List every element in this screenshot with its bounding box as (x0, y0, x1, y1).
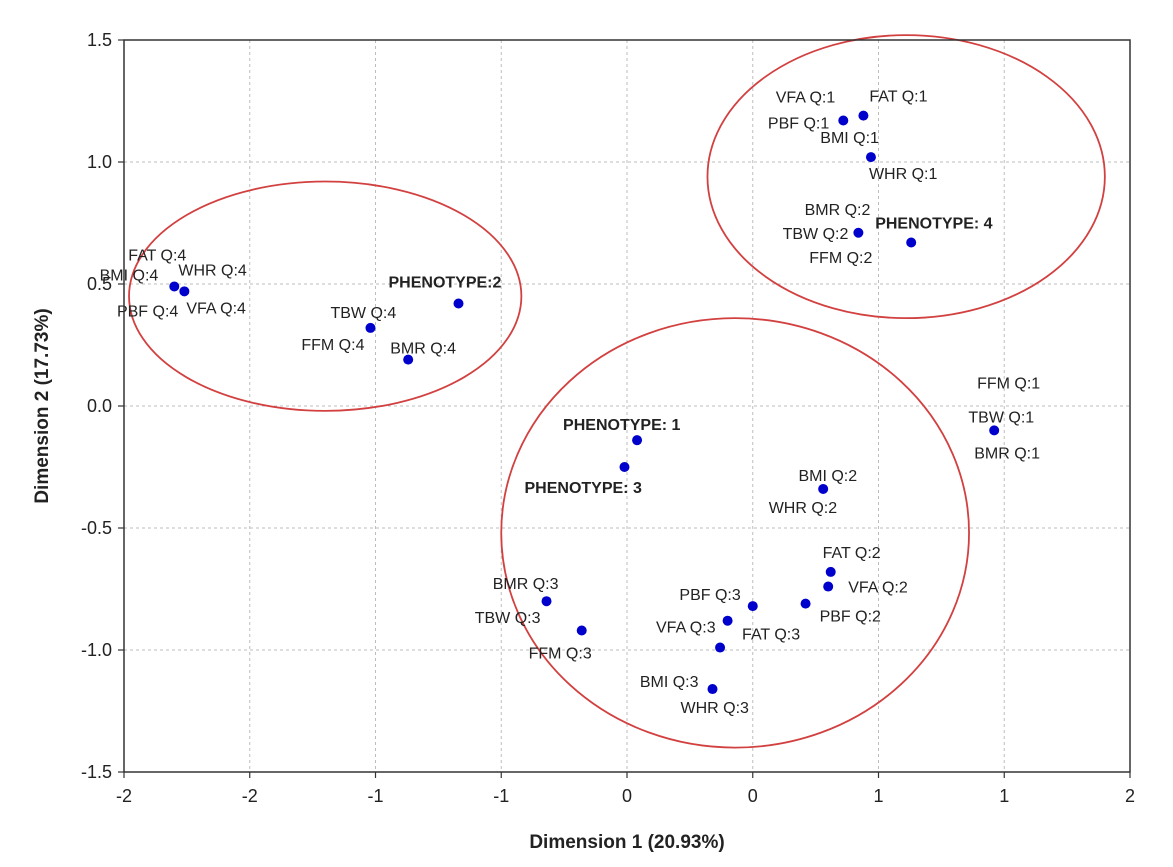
x-tick-label: 0 (748, 786, 758, 806)
data-point (853, 227, 864, 238)
point-label: PHENOTYPE: 3 (524, 480, 641, 497)
point-label: VFA Q:3 (656, 620, 716, 637)
data-point (169, 281, 180, 292)
point-label: PHENOTYPE: 1 (563, 417, 680, 434)
y-tick-label: 1.0 (87, 152, 112, 172)
point-label: BMR Q:2 (805, 202, 871, 219)
x-tick-label: -1 (367, 786, 383, 806)
point-label: PBF Q:3 (679, 587, 740, 604)
point-label: TBW Q:2 (783, 226, 849, 243)
point-label: BMI Q:1 (820, 130, 879, 147)
point-label: FAT Q:2 (823, 545, 881, 562)
y-tick-label: 0.5 (87, 274, 112, 294)
y-tick-label: -1.5 (81, 762, 112, 782)
point-label: TBW Q:4 (330, 305, 396, 322)
data-point (747, 601, 758, 612)
point-label: BMR Q:4 (390, 341, 456, 358)
point-label: WHR Q:2 (769, 500, 838, 517)
point-label: PBF Q:4 (117, 303, 178, 320)
ellipses-layer (128, 34, 1106, 749)
point-label: FFM Q:2 (809, 250, 872, 267)
point-label: PBF Q:2 (820, 609, 881, 626)
x-tick-label: 1 (873, 786, 883, 806)
data-point (179, 286, 190, 297)
ellipse-phenotype-4 (706, 34, 1106, 320)
data-point (825, 566, 836, 577)
data-point (403, 354, 414, 365)
y-axis-title: Dimension 2 (17.73%) (32, 308, 53, 503)
x-tick-label: -1 (493, 786, 509, 806)
y-tick-label: -1.0 (81, 640, 112, 660)
x-axis-ticks: -2 -2 -1 -1 0 0 1 1 2 (116, 772, 1135, 806)
data-point (818, 483, 829, 494)
points-layer (169, 110, 1000, 695)
point-label: FAT Q:1 (869, 89, 927, 106)
data-point (365, 322, 376, 333)
point-label: FFM Q:4 (301, 337, 364, 354)
data-point (838, 115, 849, 126)
point-label: FFM Q:1 (977, 375, 1040, 392)
x-axis-title: Dimension 1 (20.93%) (529, 832, 724, 853)
y-tick-label: -0.5 (81, 518, 112, 538)
point-label: BMI Q:2 (798, 468, 857, 485)
point-label: WHR Q:1 (869, 166, 938, 183)
x-tick-label: -2 (242, 786, 258, 806)
data-point (715, 642, 726, 653)
x-tick-label: 0 (622, 786, 632, 806)
point-label: VFA Q:1 (776, 90, 836, 107)
data-point (858, 110, 869, 121)
x-tick-label: 2 (1125, 786, 1135, 806)
point-label: BMI Q:4 (100, 267, 159, 284)
point-label: VFA Q:2 (848, 580, 908, 597)
data-point (632, 435, 643, 446)
y-tick-label: 1.5 (87, 30, 112, 50)
data-point (800, 598, 811, 609)
point-label: BMR Q:3 (493, 576, 559, 593)
point-label: PBF Q:1 (768, 116, 829, 133)
data-point (541, 596, 552, 607)
grid-lines (124, 40, 1130, 772)
point-label: FFM Q:3 (529, 645, 592, 662)
point-label: VFA Q:4 (186, 300, 246, 317)
point-label: TBW Q:3 (475, 610, 541, 627)
ellipse-phenotype-2 (128, 180, 523, 412)
data-point (619, 462, 630, 472)
point-label: FAT Q:3 (742, 627, 800, 644)
x-tick-label: 1 (999, 786, 1009, 806)
point-label: WHR Q:4 (178, 262, 247, 279)
y-tick-label: 0.0 (87, 396, 112, 416)
data-point (823, 581, 834, 592)
point-label: BMR Q:1 (974, 445, 1040, 462)
y-axis-ticks: 1.5 1.0 0.5 0.0 -0.5 -1.0 -1.5 (81, 30, 124, 782)
point-label: TBW Q:1 (968, 409, 1034, 426)
data-point (707, 684, 718, 695)
x-tick-label: -2 (116, 786, 132, 806)
point-label: PHENOTYPE:2 (388, 275, 501, 292)
data-point (989, 425, 1000, 436)
data-point (453, 298, 464, 309)
data-point (722, 615, 733, 626)
data-point (576, 625, 587, 636)
ellipse-phenotype-1-3 (500, 317, 970, 749)
data-point (865, 152, 876, 163)
point-label: PHENOTYPE: 4 (875, 216, 992, 233)
point-label: WHR Q:3 (681, 700, 750, 717)
point-label: BMI Q:3 (640, 674, 699, 691)
point-label: FAT Q:4 (128, 247, 186, 264)
data-point (906, 237, 917, 248)
